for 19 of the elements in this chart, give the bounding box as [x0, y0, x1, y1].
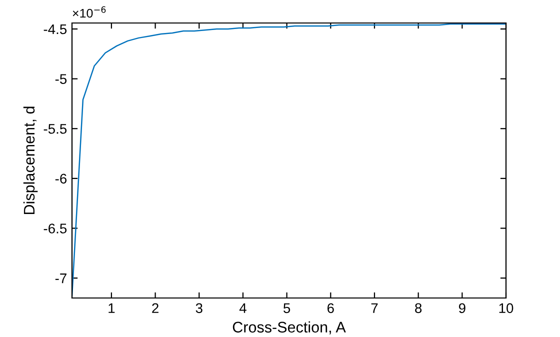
- x-tick-label: 2: [152, 303, 158, 313]
- x-tick-label: 9: [458, 303, 466, 314]
- x-axis-title: Cross-Section, A: [232, 321, 346, 334]
- y-tick-label: -4.5: [44, 24, 67, 34]
- x-tick-label: 3: [196, 303, 202, 314]
- x-tick-label: 1: [108, 303, 115, 313]
- y-tick-label: -5.5: [44, 124, 67, 134]
- y-axis-title: Displacement, d: [23, 106, 38, 214]
- x-tick-label: 6: [327, 303, 334, 314]
- x-tick-label: 5: [284, 303, 290, 314]
- x-tick-label: 8: [415, 303, 422, 314]
- y-tick-label: -6.5: [44, 224, 67, 234]
- y-tick-label: -7: [55, 274, 66, 284]
- text: ×10$^{−6}$: [72, 6, 106, 18]
- y-tick-label: -5: [55, 74, 67, 84]
- x-tick-label: 4: [239, 303, 246, 313]
- x-tick-label: 10: [499, 303, 514, 314]
- x-tick-label: 7: [371, 303, 378, 313]
- y-tick-label: -6: [55, 174, 67, 184]
